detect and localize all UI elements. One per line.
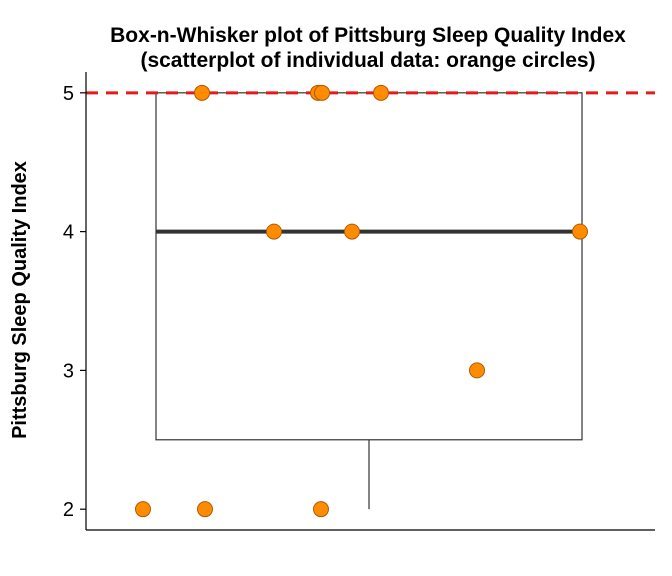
data-point bbox=[469, 362, 485, 379]
data-point bbox=[572, 223, 588, 240]
y-tick-label-3: 3 bbox=[63, 360, 74, 382]
plot-area: 2 3 4 5 bbox=[63, 72, 655, 531]
chart-title-line-2: (scatterplot of individual data: orange … bbox=[140, 49, 595, 72]
y-tick-label-2: 2 bbox=[63, 499, 74, 521]
data-point bbox=[344, 223, 360, 240]
data-point bbox=[314, 84, 330, 101]
data-point bbox=[194, 84, 210, 101]
data-point bbox=[266, 223, 282, 240]
data-point bbox=[197, 501, 213, 518]
data-point bbox=[313, 501, 329, 518]
y-tick-label-4: 4 bbox=[63, 222, 74, 244]
chart-title-line-1: Box-n-Whisker plot of Pittsburg Sleep Qu… bbox=[110, 24, 626, 47]
box-iqr bbox=[155, 92, 583, 441]
data-point bbox=[373, 84, 389, 101]
y-axis-label: Pittsburg Sleep Quality Index bbox=[9, 161, 31, 439]
data-point bbox=[135, 501, 151, 518]
y-tick-label-5: 5 bbox=[63, 83, 74, 105]
